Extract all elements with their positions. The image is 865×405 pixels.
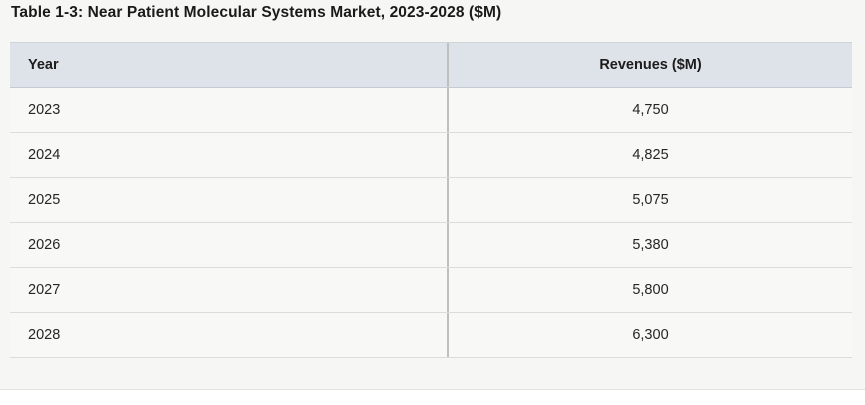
year-cell: 2025 (28, 192, 61, 208)
revenue-cell: 6,300 (447, 313, 852, 357)
revenue-cell: 4,825 (447, 133, 852, 177)
year-cell: 2026 (28, 237, 61, 253)
table-row: 2027 5,800 (10, 268, 852, 313)
table-title: Table 1-3: Near Patient Molecular System… (11, 4, 502, 21)
table-row: 2024 4,825 (10, 133, 852, 178)
table-row: 2025 5,075 (10, 178, 852, 223)
content-background: Table 1-3: Near Patient Molecular System… (0, 0, 865, 390)
table-row: 2028 6,300 (10, 313, 852, 358)
table-header-row: Year Revenues ($M) (10, 43, 852, 88)
data-table: Year Revenues ($M) 2023 4,750 2024 4,825… (10, 42, 852, 358)
revenue-cell: 5,075 (447, 178, 852, 222)
year-cell: 2024 (28, 147, 61, 163)
revenue-cell: 4,750 (447, 88, 852, 132)
year-cell: 2028 (28, 327, 61, 343)
header-cell-year: Year (28, 57, 59, 73)
year-cell: 2023 (28, 102, 61, 118)
header-cell-revenues: Revenues ($M) (447, 43, 852, 87)
revenue-cell: 5,380 (447, 223, 852, 267)
table-row: 2023 4,750 (10, 88, 852, 133)
year-cell: 2027 (28, 282, 61, 298)
revenue-cell: 5,800 (447, 268, 852, 312)
table-row: 2026 5,380 (10, 223, 852, 268)
